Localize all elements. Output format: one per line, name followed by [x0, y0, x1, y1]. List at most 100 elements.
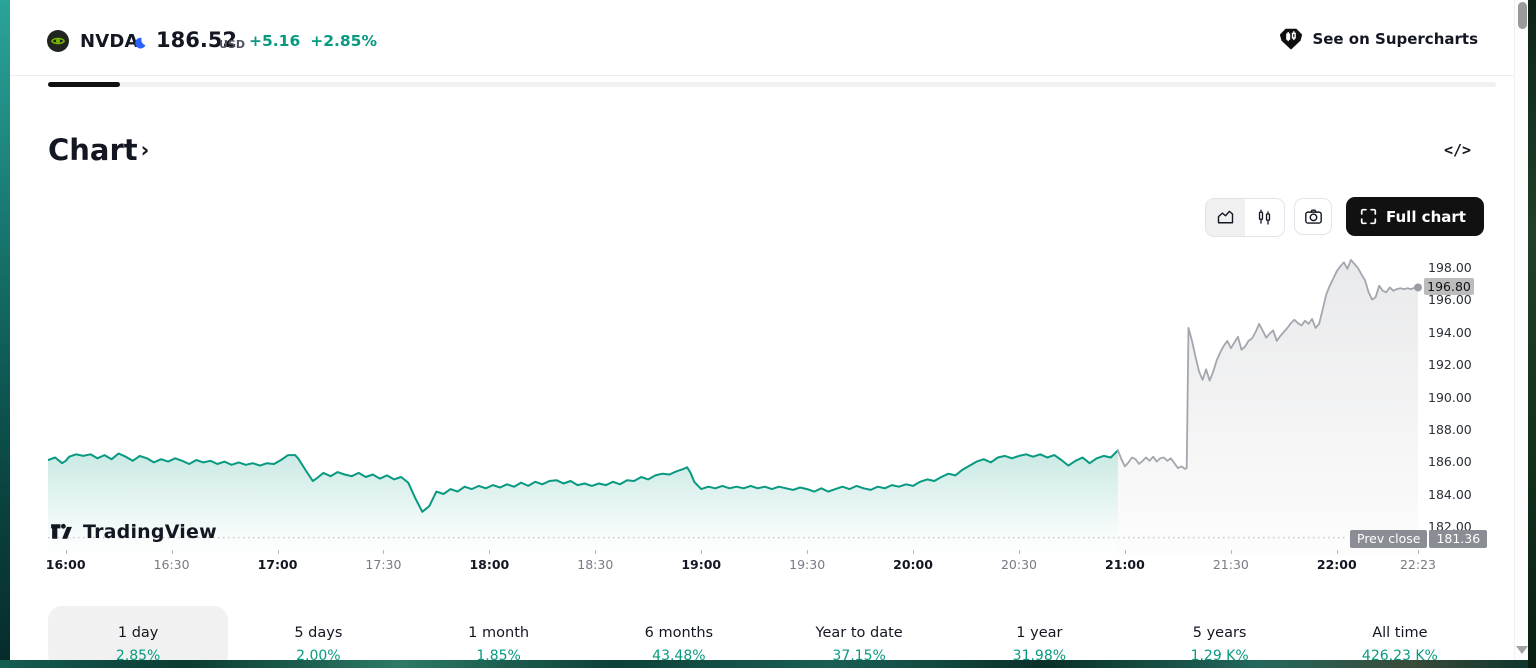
time-axis-tick: 21:00 — [1105, 557, 1145, 572]
snapshot-button[interactable] — [1294, 198, 1332, 235]
last-price: 186.52 — [156, 28, 238, 52]
range-tab-1-month[interactable]: 1 month 1.85% — [409, 606, 589, 668]
currency-label: USD — [219, 38, 245, 51]
time-axis-tick: 18:30 — [577, 557, 614, 572]
chart-type-toggle — [1205, 198, 1285, 237]
candles-chart-type-button[interactable] — [1245, 199, 1284, 236]
series-line-regular — [48, 449, 1119, 513]
price-axis[interactable]: 198.00 196.00 194.00 192.00 190.00 188.00 186.… — [1424, 250, 1500, 556]
market-closed-moon-icon — [133, 35, 147, 54]
vertical-scrollbar-thumb[interactable] — [1517, 2, 1527, 29]
time-axis-tickmark — [807, 550, 809, 554]
tradingview-logo-icon — [51, 523, 72, 539]
page-background-left — [0, 0, 10, 668]
range-tab-label: 1 day — [117, 625, 159, 641]
series-fill-regular — [48, 450, 1118, 556]
series-fill-extended — [1117, 259, 1418, 556]
time-axis-tickmark — [1019, 550, 1020, 554]
tradingview-wordmark: TradingView — [83, 520, 217, 543]
supercharts-link-label: See on Supercharts — [1312, 30, 1478, 48]
time-axis-tick: 19:30 — [789, 557, 826, 572]
nvidia-eye-icon — [51, 37, 65, 45]
time-axis-tick: 22:00 — [1316, 557, 1357, 572]
range-tab-5-years[interactable]: 5 years 1.29 K% — [1130, 606, 1310, 668]
prev-close-value: 181.36 — [1429, 529, 1488, 548]
time-axis-tick: 20:30 — [1000, 557, 1038, 572]
page-title: Chart — [48, 133, 138, 167]
range-tab-label: All time — [1372, 625, 1428, 641]
time-axis-tick: 18:00 — [469, 557, 510, 572]
page-background-right — [1528, 0, 1536, 668]
full-chart-button[interactable]: Full chart — [1346, 197, 1484, 236]
series-line-extended — [1117, 259, 1419, 470]
time-axis-tickmark — [1124, 550, 1126, 554]
time-axis-tickmark — [489, 550, 491, 554]
time-axis-tickmark — [383, 550, 385, 554]
range-tab-label: Year to date — [815, 625, 903, 641]
full-chart-label: Full chart — [1386, 207, 1466, 226]
time-axis-tick: 22:23 — [1399, 557, 1437, 572]
time-axis-tick: 16:00 — [45, 557, 86, 572]
range-tab-5-days[interactable]: 5 days 2.00% — [228, 606, 408, 668]
time-axis-tick: 17:00 — [257, 557, 298, 572]
candlestick-icon — [1258, 209, 1271, 225]
page-background-bottom — [0, 660, 1536, 668]
see-on-supercharts-link[interactable]: See on Supercharts — [1278, 26, 1478, 52]
prev-close-label: Prev close — [1350, 529, 1428, 548]
range-tab-1-day[interactable]: 1 day 2.85% — [48, 606, 229, 668]
fullscreen-icon — [1360, 208, 1377, 225]
date-range-tabs: 1 day 2.85% 5 days 2.00% 1 month 1.85% 6 month… — [48, 606, 1490, 668]
time-axis-tick: 17:30 — [365, 557, 402, 572]
price-axis-tick: 198.00 — [1428, 260, 1472, 275]
time-axis-tick: 20:00 — [893, 557, 933, 572]
camera-icon — [1304, 209, 1322, 224]
last-price-dot — [1414, 283, 1422, 292]
price-axis-tick: 196.00 — [1428, 292, 1472, 308]
ticker-symbol: NVDA — [80, 31, 139, 52]
price-axis-tick: 190.00 — [1428, 389, 1472, 405]
time-axis-tickmark — [171, 550, 173, 554]
time-axis-tickmark — [1336, 550, 1338, 554]
time-axis-tickmark — [277, 550, 279, 554]
price-chart[interactable] — [48, 250, 1422, 556]
time-axis-tickmark — [65, 550, 67, 554]
nvda-logo — [47, 30, 69, 52]
embed-code-icon[interactable]: </> — [1444, 141, 1472, 159]
time-axis-tickmark — [1230, 550, 1232, 554]
chevron-right-icon: › — [140, 138, 150, 162]
price-axis-tick: 188.00 — [1428, 422, 1472, 437]
time-axis[interactable]: 16:00 16:30 17:00 17:30 18:00 18:30 19:00 19:30… — [45, 550, 1438, 581]
range-tab-label: 5 years — [1192, 625, 1247, 641]
price-axis-tick: 186.00 — [1428, 454, 1472, 470]
area-chart-type-button[interactable] — [1206, 199, 1245, 236]
range-tab-6-months[interactable]: 6 months 43.48% — [589, 606, 769, 668]
time-axis-tick: 21:30 — [1212, 557, 1249, 572]
area-chart-icon — [1217, 210, 1234, 224]
vertical-scrollbar[interactable] — [1514, 0, 1529, 660]
chart-section-link[interactable]: Chart › — [48, 133, 149, 167]
range-tab-label: 1 year — [1016, 625, 1063, 641]
supercharts-gem-icon — [1280, 28, 1303, 50]
scrollbar-down-arrow-icon[interactable] — [1516, 646, 1528, 654]
change-percent: +2.85% — [310, 32, 377, 50]
price-change: +5.16 +2.85% — [249, 32, 387, 50]
time-axis-tickmark — [1418, 550, 1419, 554]
range-tab-label: 1 month — [468, 625, 530, 641]
range-tab-1-year[interactable]: 1 year 31.98% — [949, 606, 1129, 668]
range-tab-label: 5 days — [294, 625, 343, 641]
time-axis-tick: 19:00 — [681, 557, 722, 572]
tradingview-attribution[interactable]: TradingView — [48, 519, 217, 544]
time-axis-tickmark — [595, 550, 597, 554]
horizontal-scrollbar-thumb[interactable] — [48, 82, 120, 87]
current-price-badge: 196.80 — [1424, 278, 1474, 296]
range-tab-all-time[interactable]: All time 426.23 K% — [1310, 606, 1490, 668]
time-axis-tickmark — [701, 550, 703, 554]
price-axis-tick: 184.00 — [1428, 486, 1472, 502]
range-tab-label: 6 months — [644, 625, 714, 641]
range-tab-year-to-date[interactable]: Year to date 37.15% — [769, 606, 949, 668]
price-axis-tick: 192.00 — [1428, 357, 1472, 373]
horizontal-scrollbar-track[interactable] — [48, 82, 1496, 87]
price-axis-tick: 194.00 — [1428, 324, 1472, 340]
time-axis-tick: 16:30 — [153, 557, 190, 572]
